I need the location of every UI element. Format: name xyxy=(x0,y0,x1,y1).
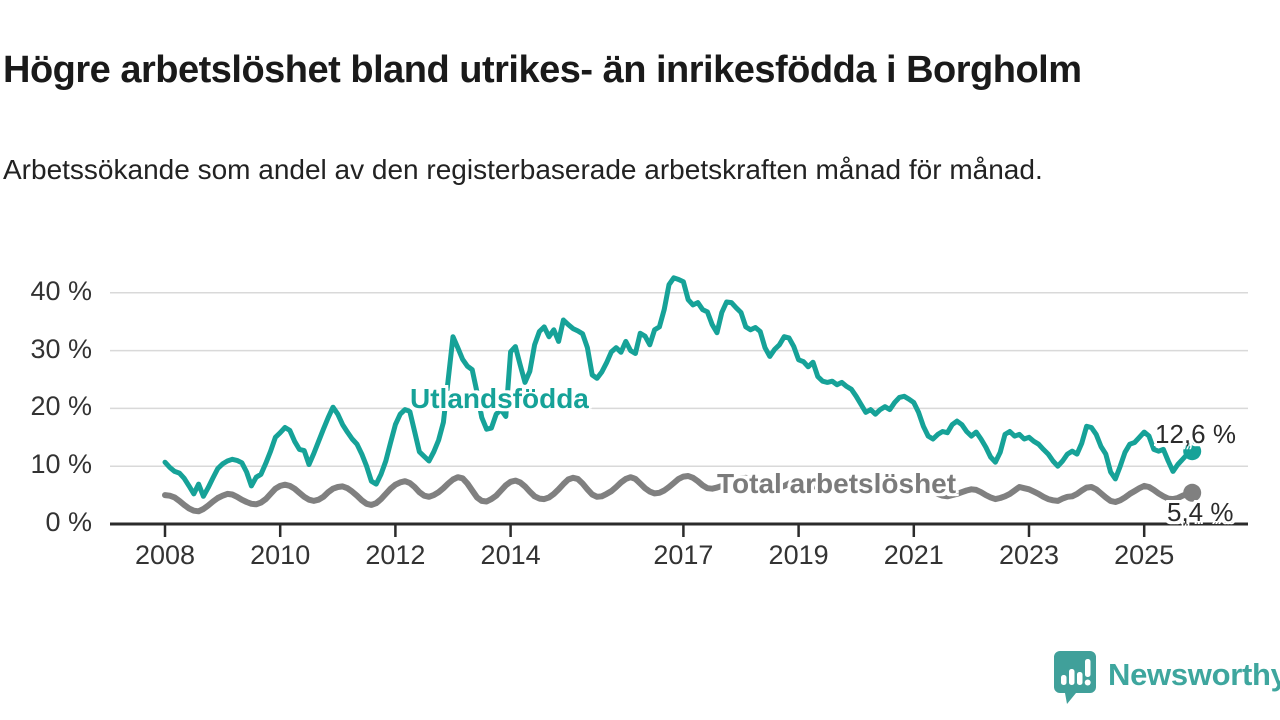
newsworthy-logo-icon xyxy=(1054,651,1096,704)
gridlines xyxy=(110,292,1248,467)
series-label-utlandsfodda: Utlandsfödda xyxy=(410,383,589,414)
x-axis xyxy=(110,522,1248,537)
series-label-total-arbetsloshet: Total arbetslöshet xyxy=(717,468,957,499)
bar-medium xyxy=(1069,669,1075,685)
chart-subtitle: Arbetssökande som andel av den registerb… xyxy=(3,154,1043,185)
chart-series xyxy=(162,275,1202,515)
end-value-utlandsfodda: 12,6 % xyxy=(1155,419,1236,449)
series-line-0 xyxy=(162,275,1195,499)
x-axis-label-2012: 2012 xyxy=(365,540,426,570)
x-axis-label-2023: 2023 xyxy=(998,540,1060,570)
x-axis-label-2025: 2025 xyxy=(1114,540,1175,570)
bar-short xyxy=(1061,675,1067,685)
y-axis-label-10: 10 % xyxy=(30,449,92,480)
series-end-dot-0 xyxy=(1183,442,1202,461)
x-axis-label-2014: 2014 xyxy=(480,540,541,570)
x-axis-label-2010: 2010 xyxy=(250,540,311,570)
x-axis-label-2019: 2019 xyxy=(768,540,829,570)
series-line-1 xyxy=(162,473,1196,515)
newsworthy-branding: Newsworthy xyxy=(1052,648,1280,708)
y-axis-label-0: 0 % xyxy=(45,507,92,537)
speech-bubble-shape xyxy=(1054,651,1096,704)
exclamation-bar xyxy=(1085,659,1091,677)
y-axis-label-40: 40 % xyxy=(30,275,92,306)
y-axis-label-30: 30 % xyxy=(30,333,92,364)
page-title: Högre arbetslöshet bland utrikes- än inr… xyxy=(3,49,1082,92)
series-end-dot-1 xyxy=(1183,483,1202,502)
bar-tall xyxy=(1077,672,1083,685)
x-axis-label-2017: 2017 xyxy=(653,540,714,570)
y-axis-label-20: 20 % xyxy=(30,391,92,422)
exclamation-dot xyxy=(1084,679,1091,686)
end-value-total: 5,4 % xyxy=(1167,497,1234,527)
x-axis-label-2021: 2021 xyxy=(883,540,944,570)
x-axis-label-2008: 2008 xyxy=(134,540,196,570)
brand-name: Newsworthy xyxy=(1108,657,1280,692)
